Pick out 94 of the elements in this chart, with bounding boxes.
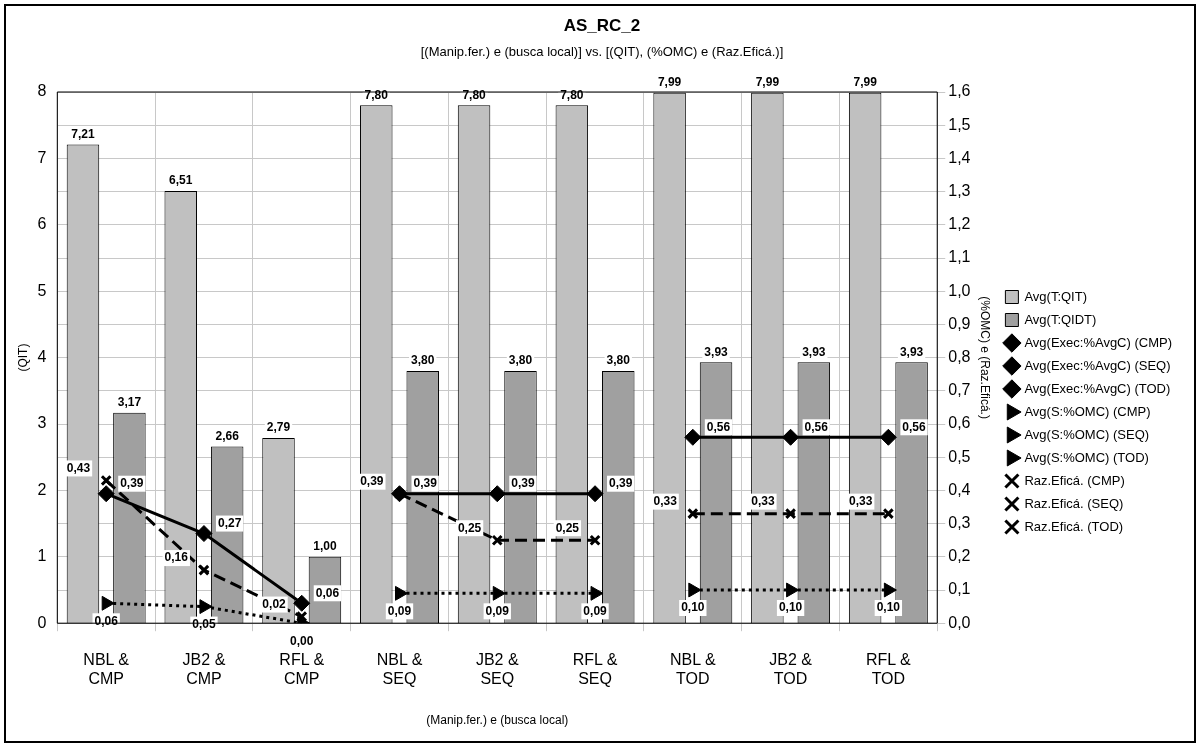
data-label: 2,79 <box>266 420 291 435</box>
data-label: 1,00 <box>313 539 337 554</box>
y2-tick-label: 0,1 <box>948 580 971 598</box>
y-tick-label: 2 <box>37 480 47 498</box>
y2-tick-label: 0,6 <box>948 414 971 432</box>
x-tick-label: NBL & SEQ <box>376 651 423 688</box>
y2-axis-title: (%OMC) e (Raz.Eficá.) <box>978 296 993 419</box>
data-label: 0,39 <box>120 476 144 491</box>
y-tick-label: 5 <box>37 281 47 299</box>
data-label: 7,99 <box>755 74 780 89</box>
data-label: 0,39 <box>360 474 384 489</box>
data-label: 0,33 <box>751 493 775 508</box>
y2-tick-label: 1,5 <box>948 115 971 133</box>
y2-tick-label: 0,8 <box>948 348 971 366</box>
x-tick-label: RFL & SEQ <box>572 651 618 688</box>
data-label: 7,80 <box>364 87 389 102</box>
y2-tick-label: 0,7 <box>948 381 971 399</box>
data-label: 0,00 <box>290 633 314 648</box>
data-label: 2,66 <box>215 428 240 443</box>
data-label: 7,99 <box>657 74 682 89</box>
y2-tick-label: 0,9 <box>948 314 971 332</box>
data-label: 0,43 <box>66 460 91 475</box>
data-label: 0,25 <box>457 520 482 535</box>
x-tick-label: JB2 & TOD <box>769 651 813 688</box>
legend-label: Raz.Eficá. (CMP) <box>1024 472 1125 488</box>
data-label: 7,21 <box>71 126 95 141</box>
x-axis-title: (Manip.fer.) e (busca local) <box>426 713 569 728</box>
data-label: 0,27 <box>217 515 242 530</box>
y2-tick-label: 0,2 <box>948 547 971 565</box>
y2-tick-label: 1,4 <box>948 148 971 166</box>
legend-label: Avg(T:QIT) <box>1024 288 1087 304</box>
data-label: 0,39 <box>413 476 438 491</box>
data-label: 0,10 <box>778 600 803 615</box>
data-label: 0,02 <box>262 596 287 611</box>
y2-tick-label: 1,3 <box>948 182 971 200</box>
y-tick-label: 4 <box>37 348 47 366</box>
x-tick-label: RFL & TOD <box>865 651 912 688</box>
data-label: 6,51 <box>169 173 193 188</box>
y-tick-label: 7 <box>37 148 47 166</box>
legend-label: Avg(Exec:%AvgC) (SEQ) <box>1024 357 1171 373</box>
legend-label: Avg(Exec:%AvgC) (CMP) <box>1024 334 1172 350</box>
data-label: 3,93 <box>802 344 826 359</box>
x-tick-label: RFL & CMP <box>279 651 325 688</box>
data-label: 7,99 <box>853 74 878 89</box>
legend-label: Avg(S:%OMC) (TOD) <box>1024 449 1149 465</box>
data-label: 0,06 <box>315 585 340 600</box>
data-label: 3,17 <box>117 395 142 410</box>
y2-tick-label: 0,3 <box>948 514 971 532</box>
data-label: 3,80 <box>606 353 631 368</box>
data-label: 0,25 <box>555 520 580 535</box>
data-label: 0,09 <box>583 603 608 618</box>
data-label: 3,80 <box>411 353 435 368</box>
y2-tick-label: 0,0 <box>948 613 971 631</box>
legend-label: Avg(S:%OMC) (SEQ) <box>1024 426 1150 442</box>
y2-tick-label: 0,5 <box>948 447 971 465</box>
y-tick-label: 6 <box>37 215 47 233</box>
data-label: 0,09 <box>485 603 510 618</box>
legend-label: Avg(Exec:%AvgC) (TOD) <box>1024 380 1171 396</box>
y2-tick-label: 1,0 <box>948 281 971 299</box>
chart-subtitle: [(Manip.fer.) e (busca local)] vs. [(QIT), (%OMC) e (Raz.Eficá.)] <box>419 44 785 59</box>
y-tick-label: 0 <box>37 613 47 631</box>
y2-tick-label: 1,1 <box>948 248 971 266</box>
data-label: 0,56 <box>804 419 829 434</box>
data-label: 0,39 <box>511 476 535 491</box>
x-tick-label: JB2 & SEQ <box>475 651 519 688</box>
data-label: 3,80 <box>508 353 533 368</box>
x-tick-label: NBL & TOD <box>669 651 716 688</box>
data-label: 3,93 <box>899 344 924 359</box>
data-label: 0,56 <box>902 419 927 434</box>
legend-label: Avg(T:QIDT) <box>1024 311 1097 327</box>
data-label: 0,56 <box>706 419 731 434</box>
data-label: 7,80 <box>462 87 487 102</box>
y-tick-label: 3 <box>37 414 47 432</box>
data-label: 0,16 <box>164 550 189 565</box>
legend-label: Raz.Eficá. (TOD) <box>1024 518 1124 534</box>
x-tick-label: NBL & CMP <box>83 651 130 688</box>
data-label: 0,10 <box>681 600 705 615</box>
y2-tick-label: 0,4 <box>948 480 971 498</box>
y-axis-title: (QIT) <box>15 343 30 372</box>
y2-tick-label: 1,6 <box>948 82 971 100</box>
legend-label: Avg(S:%OMC) (CMP) <box>1024 403 1151 419</box>
data-label: 0,10 <box>876 600 901 615</box>
data-label: 3,93 <box>704 344 729 359</box>
chart-title: AS_RC_2 <box>562 16 642 36</box>
data-label: 0,39 <box>609 476 633 491</box>
y-tick-label: 8 <box>37 82 47 100</box>
data-label: 0,33 <box>653 493 678 508</box>
y2-tick-label: 1,2 <box>948 215 971 233</box>
legend-label: Raz.Eficá. (SEQ) <box>1024 495 1124 511</box>
data-label: 0,33 <box>849 493 873 508</box>
data-label: 7,80 <box>560 87 584 102</box>
y-tick-label: 1 <box>37 547 47 565</box>
x-tick-label: JB2 & CMP <box>182 651 226 688</box>
data-label: 0,09 <box>387 603 412 618</box>
